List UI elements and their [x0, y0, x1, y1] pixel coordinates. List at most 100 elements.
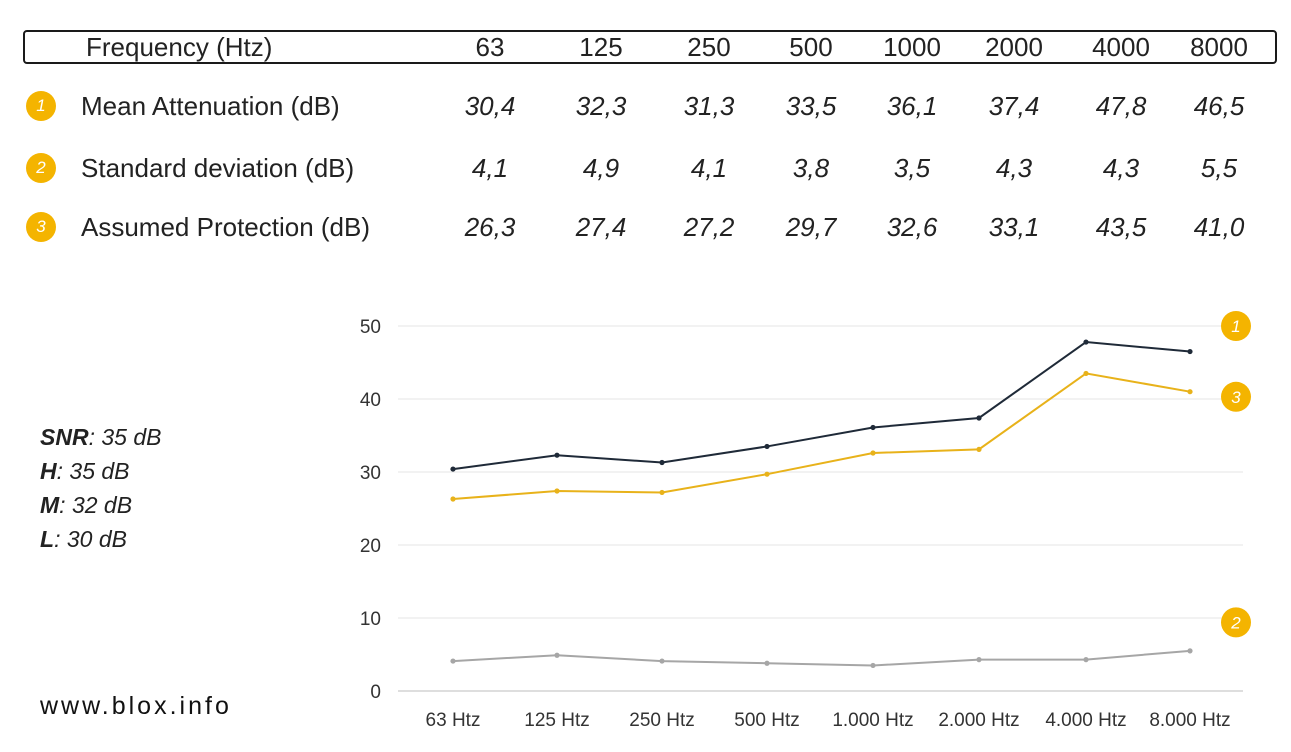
x-tick-label: 500 Htz — [734, 710, 799, 731]
y-tick-label: 50 — [360, 317, 381, 338]
series-badge-label: 3 — [1231, 388, 1241, 407]
frequency-header-cell: 1000 — [883, 32, 941, 62]
frequency-header-label: Frequency (Htz) — [86, 32, 273, 62]
series-point — [450, 466, 456, 472]
series-point — [976, 415, 982, 421]
row-label: Assumed Protection (dB) — [81, 212, 371, 242]
series-point — [1083, 657, 1089, 663]
series-point — [1187, 648, 1193, 654]
row-value-cell: 27,4 — [575, 212, 627, 242]
row-value-cell: 43,5 — [1095, 212, 1147, 242]
website-url: www.blox.info — [40, 692, 232, 720]
x-tick-label: 4.000 Htz — [1045, 710, 1126, 731]
series-point — [659, 489, 665, 496]
series-point — [659, 459, 665, 466]
row-value-cell: 4,3 — [995, 153, 1033, 183]
series-point — [1187, 348, 1193, 355]
series-point — [450, 658, 456, 664]
series-point — [764, 471, 770, 477]
row-value-cell: 36,1 — [886, 91, 938, 121]
row-value-cell: 5,5 — [1200, 153, 1238, 183]
rating-key: L — [40, 526, 55, 552]
row-number-badge: 1 — [26, 91, 56, 121]
row-value-cell: 31,3 — [683, 91, 735, 121]
row-label: Mean Attenuation (dB) — [81, 91, 340, 121]
row-value-cell: 32,3 — [575, 91, 627, 121]
row-value-cell: 29,7 — [785, 212, 837, 242]
y-tick-label: 20 — [360, 536, 381, 557]
row-label: Standard deviation (dB) — [81, 153, 355, 183]
y-tick-label: 40 — [360, 390, 381, 411]
series-badge — [1221, 607, 1251, 638]
y-tick-label: 10 — [360, 609, 381, 630]
rating-value: : 35 dB — [88, 424, 162, 450]
frequency-header-cell: 500 — [789, 32, 833, 62]
series-point — [659, 658, 665, 664]
series-badge-label: 2 — [1230, 613, 1241, 632]
row-value-cell: 46,5 — [1193, 91, 1245, 121]
x-tick-label: 2.000 Htz — [938, 710, 1019, 731]
series-point — [1187, 389, 1193, 395]
frequency-header-cell: 250 — [687, 32, 731, 62]
rating-key: H — [40, 458, 57, 484]
row-value-cell: 41,0 — [1193, 212, 1245, 242]
rating-key: SNR — [40, 424, 89, 450]
row-number-badge: 3 — [26, 212, 56, 242]
series-point — [764, 660, 770, 666]
series-point — [870, 662, 876, 669]
rating-value: : 32 dB — [59, 492, 133, 518]
row-value-cell: 4,1 — [690, 153, 728, 183]
frequency-header-cell: 8000 — [1190, 32, 1248, 62]
series-line — [452, 649, 1191, 667]
series-point — [554, 652, 560, 658]
x-tick-label: 1.000 Htz — [832, 710, 913, 731]
row-value-cell: 4,3 — [1102, 153, 1140, 183]
series-point — [870, 450, 876, 456]
series-point — [1083, 370, 1089, 377]
x-tick-label: 250 Htz — [629, 710, 694, 731]
series-badge — [1221, 381, 1251, 412]
series-point — [554, 488, 560, 494]
rating-value: : 35 dB — [56, 458, 130, 484]
rating-value: : 30 dB — [54, 526, 127, 552]
series-point — [554, 452, 560, 458]
series-point — [870, 424, 876, 431]
series-line — [452, 341, 1191, 471]
x-tick-label: 8.000 Htz — [1149, 710, 1230, 731]
row-value-cell: 32,6 — [886, 212, 938, 242]
y-tick-label: 0 — [370, 682, 381, 703]
rating-line: H: 35 dB — [40, 454, 161, 488]
row-value-cell: 30,4 — [464, 91, 516, 121]
row-value-cell: 4,1 — [471, 153, 509, 183]
row-value-cell: 33,1 — [988, 212, 1040, 242]
row-value-cell: 3,8 — [792, 153, 830, 183]
series-point — [450, 496, 456, 502]
row-value-cell: 3,5 — [893, 153, 931, 183]
row-number-badge: 2 — [26, 153, 56, 183]
frequency-header-cell: 125 — [579, 32, 623, 62]
series-point — [976, 446, 982, 452]
series-line — [452, 372, 1191, 501]
rating-key: M — [40, 492, 60, 518]
series-point — [976, 657, 982, 663]
table-header-box — [23, 30, 1277, 64]
x-tick-label: 63 Htz — [426, 710, 481, 731]
ratings-list: SNR: 35 dB H: 35 dB M: 32 dB L: 30 dB — [40, 420, 161, 556]
series-badge-label: 1 — [1231, 317, 1240, 336]
rating-line: L: 30 dB — [40, 522, 161, 556]
frequency-header-cell: 2000 — [985, 32, 1043, 62]
row-value-cell: 26,3 — [464, 212, 516, 242]
series-badge — [1221, 311, 1251, 341]
rating-line: SNR: 35 dB — [40, 420, 161, 454]
row-value-cell: 37,4 — [988, 91, 1040, 121]
x-tick-label: 125 Htz — [524, 710, 589, 731]
series-point — [1083, 339, 1089, 345]
frequency-header-cell: 4000 — [1092, 32, 1150, 62]
row-value-cell: 4,9 — [582, 153, 620, 183]
rating-line: M: 32 dB — [40, 488, 161, 522]
row-value-cell: 33,5 — [785, 91, 837, 121]
y-tick-label: 30 — [360, 463, 381, 484]
series-point — [764, 443, 770, 450]
row-value-cell: 27,2 — [683, 212, 735, 242]
